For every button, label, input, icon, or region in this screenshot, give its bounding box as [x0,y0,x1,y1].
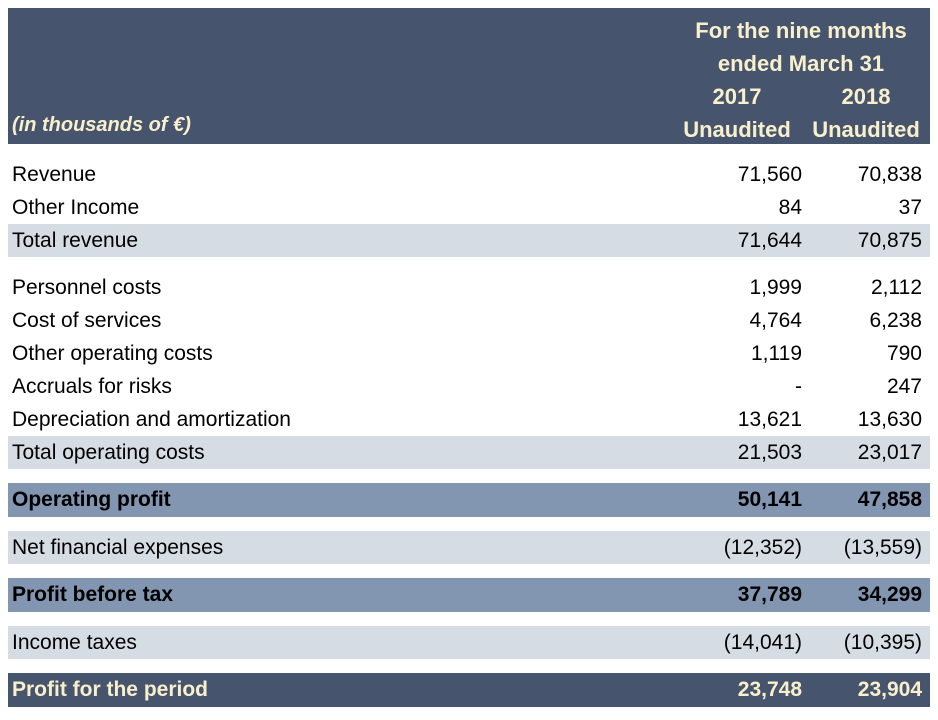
value-2017: 13,621 [737,407,802,431]
column-status-2018: Unaudited [812,117,920,142]
row-profit-for-the-period: Profit for the period 23,748 23,904 [8,673,930,707]
row-total-operating-costs: Total operating costs 21,503 23,017 [8,436,930,469]
row-other-income: Other Income 84 37 [8,191,930,224]
row-personnel-costs: Personnel costs 1,999 2,112 [8,271,930,304]
row-profit-before-tax: Profit before tax 37,789 34,299 [8,578,930,612]
value-2018: 247 [886,374,922,398]
row-depreciation-amortization: Depreciation and amortization 13,621 13,… [8,403,930,436]
value-2018: 23,017 [857,440,922,464]
row-total-revenue: Total revenue 71,644 70,875 [8,224,930,257]
spacer [8,517,930,531]
column-header-2018: 2018 [841,84,891,109]
value-2017: 21,503 [737,440,802,464]
row-label: Other Income [12,195,140,219]
value-2017: 23,748 [737,678,802,701]
row-label: Net financial expenses [12,535,224,559]
spacer [8,612,930,626]
row-other-operating-costs: Other operating costs 1,119 790 [8,337,930,370]
units-label: (in thousands of €) [12,114,191,136]
value-2017: 50,141 [737,488,802,511]
row-revenue: Revenue 71,560 70,838 [8,158,930,191]
value-2018: (13,559) [843,535,922,559]
row-net-financial-expenses: Net financial expenses (12,352) (13,559) [8,531,930,564]
period-title-line2: ended March 31 [717,51,885,76]
row-label: Accruals for risks [12,374,172,398]
value-2018: 2,112 [871,275,922,299]
value-2017: 37,789 [737,583,802,606]
value-2017: - [795,374,802,398]
value-2018: 790 [886,341,922,365]
spacer [8,257,930,271]
row-label: Profit before tax [12,583,174,606]
value-2017: 1,999 [749,275,802,299]
row-label: Revenue [12,162,97,186]
value-2017: 4,764 [749,308,802,332]
row-accruals-for-risks: Accruals for risks - 247 [8,370,930,403]
row-operating-profit: Operating profit 50,141 47,858 [8,483,930,517]
row-label: Profit for the period [12,678,208,701]
row-label: Operating profit [12,488,171,511]
value-2018: 47,858 [857,488,922,511]
row-label: Total operating costs [12,440,205,464]
value-2018: 6,238 [869,308,922,332]
period-columns-header: For the nine months ended March 31 2017 … [672,8,930,144]
value-2018: (10,395) [843,630,922,654]
period-title-line1: For the nine months [695,18,907,43]
row-cost-of-services: Cost of services 4,764 6,238 [8,304,930,337]
value-2017: (14,041) [723,630,802,654]
value-2017: 71,560 [737,162,802,186]
income-statement-table: (in thousands of €) For the nine months … [8,8,930,707]
value-2018: 23,904 [857,678,922,701]
audit-status-row: Unaudited Unaudited [672,113,930,146]
value-2018: 34,299 [857,583,922,606]
column-status-2017: Unaudited [683,117,791,142]
value-2017: 71,644 [737,228,802,252]
column-header-2017: 2017 [712,84,762,109]
value-2018: 70,875 [857,228,922,252]
value-2018: 13,630 [857,407,922,431]
table-header: (in thousands of €) For the nine months … [8,8,930,144]
value-2018: 70,838 [857,162,922,186]
value-2017: (12,352) [723,535,802,559]
year-header-row: 2017 2018 [672,80,930,113]
value-2018: 37 [898,195,922,219]
row-label: Cost of services [12,308,162,332]
spacer [8,144,930,158]
row-label: Income taxes [12,630,137,654]
value-2017: 84 [778,195,802,219]
row-label: Personnel costs [12,275,162,299]
row-label: Other operating costs [12,341,213,365]
spacer [8,659,930,673]
value-2017: 1,119 [751,341,802,365]
row-income-taxes: Income taxes (14,041) (10,395) [8,626,930,659]
spacer [8,469,930,483]
row-label: Depreciation and amortization [12,407,291,431]
row-label: Total revenue [12,228,139,252]
spacer [8,564,930,578]
